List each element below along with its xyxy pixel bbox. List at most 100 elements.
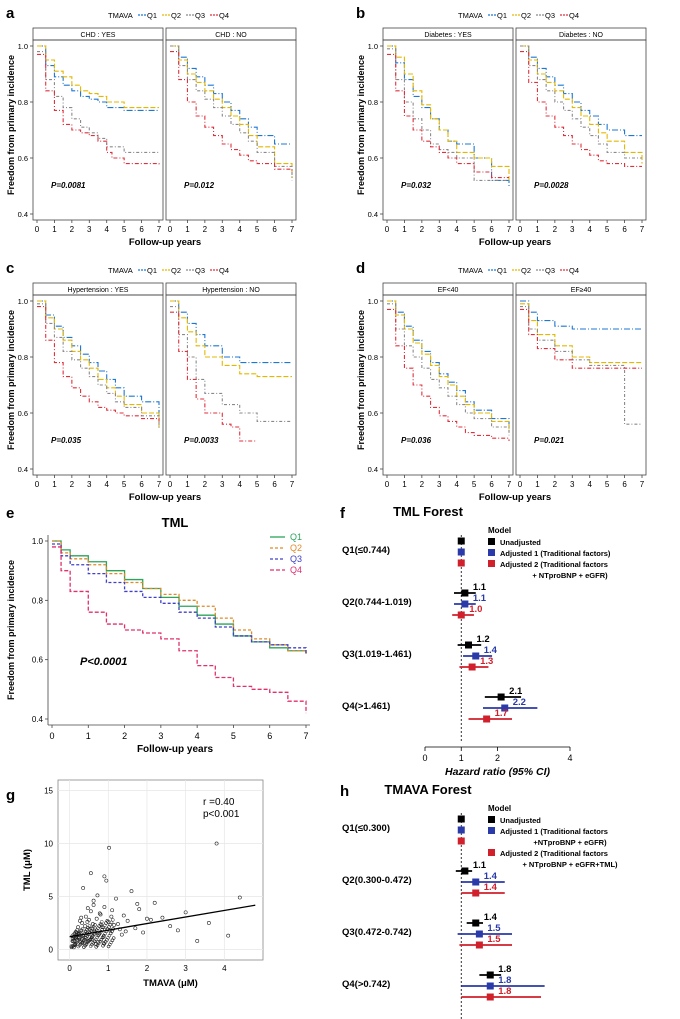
x-tick-label: 6 (622, 480, 627, 489)
scatter-point (95, 893, 100, 898)
y-tick-label: 1.0 (18, 297, 28, 306)
scatter-point (119, 932, 124, 937)
x-tick-label: 3 (437, 225, 442, 234)
hr-value: 1.4 (484, 912, 498, 923)
km-curve-Q4 (37, 306, 160, 422)
km-curve-Q4 (520, 308, 642, 369)
x-tick-label: 4 (222, 964, 227, 973)
scatter-point (145, 916, 149, 921)
x-tick-label: 5 (605, 480, 610, 489)
scatter-point (226, 933, 231, 938)
legend-title: TMAVA (108, 11, 133, 20)
legend-entry: +NTproBNP + eGFR) (533, 838, 607, 847)
scatter-point (111, 936, 116, 940)
y-axis-label: Freedom from primary incidence (6, 55, 16, 195)
hr-marker (472, 652, 480, 660)
y-tick-label: 5 (49, 892, 54, 901)
legend-label-Q4: Q4 (569, 11, 579, 20)
legend-label-Q4: Q4 (219, 11, 229, 20)
scatter-point (97, 911, 102, 916)
facet-frame (382, 294, 514, 476)
hr-value: 1.2 (477, 634, 490, 645)
km-curve-Q1 (520, 300, 642, 330)
km-curve-Q3 (37, 51, 159, 153)
hr-marker (472, 919, 480, 927)
hr-marker (457, 559, 465, 567)
hr-value: 1.7 (495, 708, 508, 719)
km-curve-Q2 (170, 45, 293, 178)
legend-title: Model (488, 526, 511, 535)
x-tick-label: 6 (139, 480, 144, 489)
x-tick-label: 2 (553, 480, 558, 489)
x-tick-label: 2 (553, 225, 558, 234)
y-tick-label: 0.8 (32, 596, 44, 605)
legend-entry: Unadjusted (500, 538, 541, 547)
x-tick-label: 6 (272, 225, 277, 234)
x-tick-label: 3 (183, 964, 188, 973)
scatter-point (102, 933, 106, 938)
km-curve-Q3 (387, 48, 509, 181)
x-axis-label: TMAVA (μM) (143, 978, 198, 989)
legend-label-Q2: Q2 (171, 11, 181, 20)
scatter-point (78, 918, 82, 923)
km-curve-Q4 (170, 311, 258, 442)
y-tick-label: 0.6 (18, 409, 28, 418)
scatter-point (137, 907, 142, 912)
hr-value: 2.2 (513, 697, 526, 708)
legend-title: TMAVA (458, 266, 483, 275)
legend-label-Q3: Q3 (545, 11, 555, 20)
x-tick-label: 0 (385, 225, 390, 234)
x-axis-label: Follow-up years (137, 744, 214, 755)
scatter-point (214, 841, 219, 846)
legend-label-Q1: Q1 (147, 266, 157, 275)
scatter-point (81, 886, 86, 890)
x-tick-label: 2 (420, 480, 425, 489)
x-tick-label: 1 (402, 480, 407, 489)
fit-line (69, 904, 256, 938)
scatter-point (152, 900, 157, 905)
x-tick-label: 1 (459, 753, 464, 763)
x-tick-label: 1 (185, 225, 190, 234)
p-value: P=0.035 (51, 436, 82, 445)
x-axis-label: Follow-up years (479, 492, 551, 503)
facet-label: Diabetes : NO (559, 32, 604, 39)
panel-letter-b: b (356, 5, 365, 22)
km-curve-Q1 (387, 300, 510, 427)
scatter-point (85, 919, 90, 924)
y-tick-label: 0.4 (18, 465, 28, 474)
hr-marker (465, 641, 472, 649)
group-label: Q2(0.744-1.019) (342, 597, 412, 608)
scatter-point (92, 939, 97, 943)
x-tick-label: 5 (255, 225, 260, 234)
y-tick-label: 1.0 (18, 42, 28, 51)
scatter-point (98, 912, 103, 917)
y-tick-label: 0.8 (368, 98, 378, 107)
x-axis-label: Follow-up years (129, 237, 201, 248)
x-tick-label: 4 (567, 753, 572, 763)
x-tick-label: 0 (35, 225, 40, 234)
hr-value: 2.1 (509, 686, 523, 697)
hr-value: 1.3 (480, 656, 493, 667)
x-tick-label: 1 (535, 225, 540, 234)
hr-marker (457, 837, 465, 845)
legend-label-Q3: Q3 (195, 266, 205, 275)
km-curve-Q2 (37, 45, 159, 109)
km-curve-Q4 (52, 546, 307, 714)
km-curve-Q1 (387, 45, 510, 186)
x-tick-label: 5 (231, 731, 236, 741)
km-curve-Q1 (37, 300, 160, 419)
hr-marker (457, 826, 465, 834)
p-value: P=0.012 (184, 181, 215, 190)
p-value: P=0.0028 (534, 181, 569, 190)
y-tick-label: 0.8 (18, 98, 28, 107)
facet-frame (515, 294, 647, 476)
km-curve-Q1 (170, 300, 292, 364)
x-tick-label: 0 (168, 225, 173, 234)
x-tick-label: 2 (122, 731, 127, 741)
hr-marker (457, 537, 465, 545)
hr-value: 1.8 (498, 986, 511, 997)
scatter-point (195, 939, 200, 943)
y-tick-label: 1.0 (32, 537, 44, 546)
facet-frame (32, 39, 164, 221)
facet-frame (382, 39, 514, 221)
